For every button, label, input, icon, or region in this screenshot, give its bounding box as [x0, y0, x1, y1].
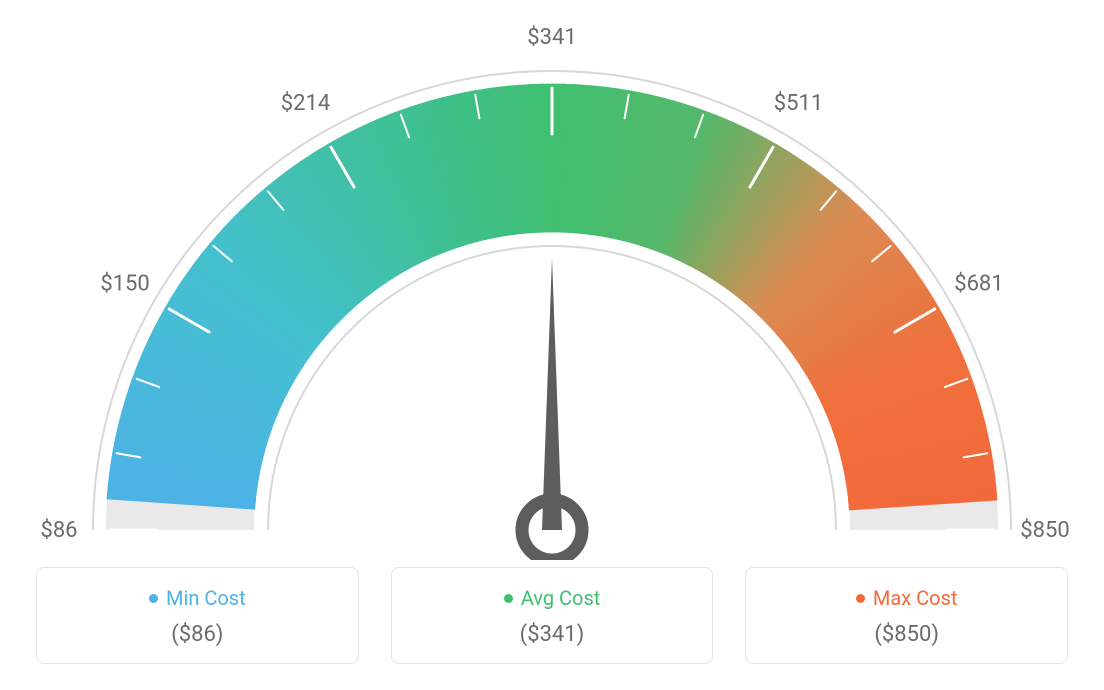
- legend-dot-max: [856, 594, 865, 603]
- cost-gauge: $86 $150 $214 $341 $511 $681 $850: [0, 0, 1104, 560]
- legend-card-avg: Avg Cost ($341): [391, 567, 714, 664]
- legend-value-min: ($86): [47, 622, 348, 647]
- gauge-svg: $86 $150 $214 $341 $511 $681 $850: [0, 0, 1104, 560]
- legend-title-min: Min Cost: [149, 586, 246, 610]
- legend-label-min: Min Cost: [166, 586, 246, 610]
- legend-title-avg: Avg Cost: [504, 586, 601, 610]
- legend-label-avg: Avg Cost: [521, 586, 601, 610]
- legend-label-max: Max Cost: [873, 586, 958, 610]
- legend-dot-min: [149, 594, 158, 603]
- legend-value-avg: ($341): [402, 622, 703, 647]
- svg-text:$850: $850: [1020, 518, 1069, 543]
- legend-dot-avg: [504, 594, 513, 603]
- legend-title-max: Max Cost: [856, 586, 958, 610]
- svg-text:$511: $511: [774, 91, 823, 116]
- svg-text:$214: $214: [281, 91, 330, 116]
- svg-text:$150: $150: [100, 272, 149, 297]
- svg-text:$341: $341: [527, 25, 576, 50]
- legend-card-min: Min Cost ($86): [36, 567, 359, 664]
- svg-text:$86: $86: [40, 518, 77, 543]
- svg-text:$681: $681: [954, 272, 1003, 297]
- legend-row: Min Cost ($86) Avg Cost ($341) Max Cost …: [0, 567, 1104, 664]
- legend-card-max: Max Cost ($850): [745, 567, 1068, 664]
- legend-value-max: ($850): [756, 622, 1057, 647]
